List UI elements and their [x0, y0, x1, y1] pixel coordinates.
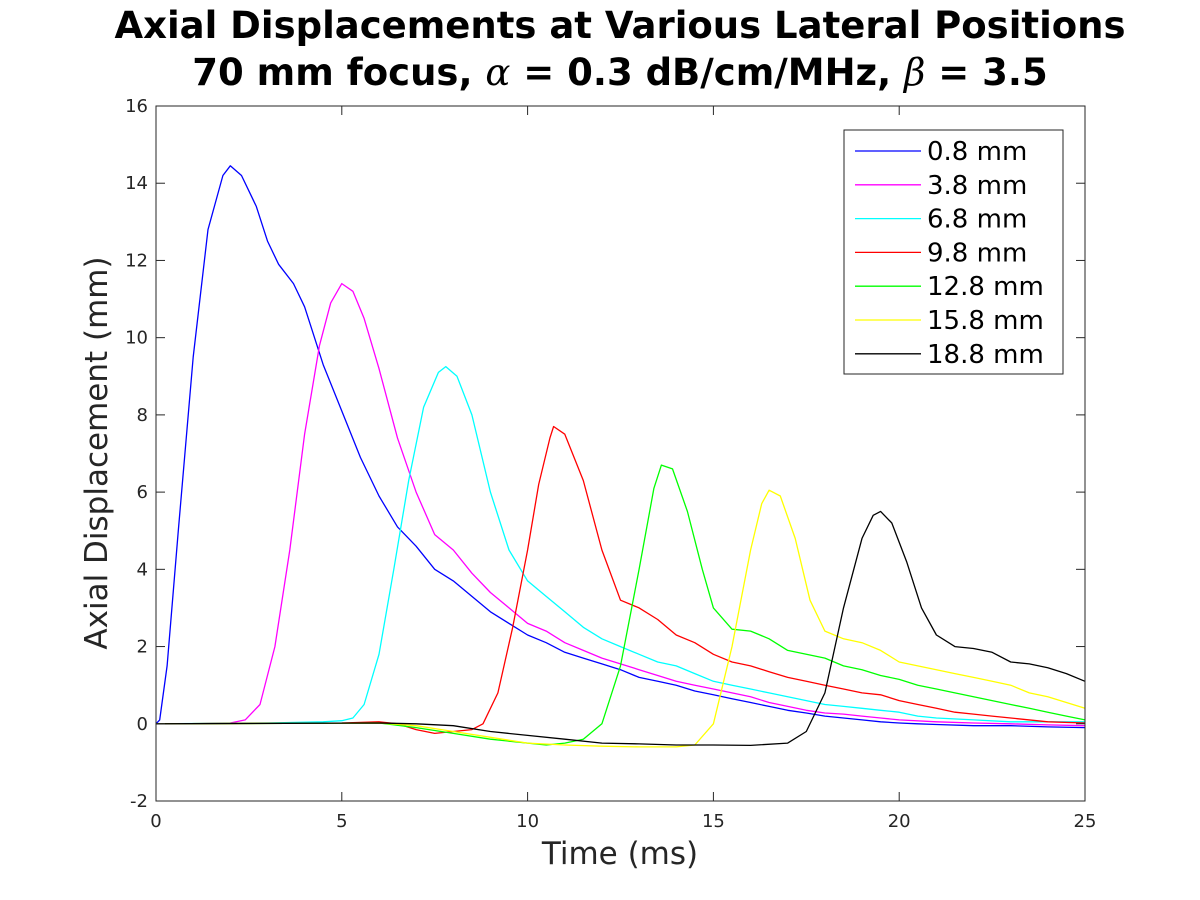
y-tick-label: 6 [137, 482, 148, 503]
subtitle-beta-text: = 3.5 [925, 51, 1047, 94]
y-tick-label: 10 [125, 328, 148, 349]
x-tick-label: 15 [702, 811, 725, 832]
y-axis-label: Axial Displacement (mm) [79, 256, 115, 649]
y-tick-label: 16 [125, 96, 148, 117]
series-line-5 [155, 489, 1086, 748]
subtitle-alpha-text: = 0.3 dB/cm/MHz, [510, 51, 904, 94]
x-tick-label: 20 [888, 811, 911, 832]
y-tick-label: -2 [130, 791, 148, 812]
series-line-1 [156, 282, 1086, 727]
series-line-2 [155, 365, 1085, 725]
x-tick-label: 5 [336, 811, 347, 832]
y-tick-label: 14 [125, 173, 148, 194]
y-tick-label: 12 [125, 250, 148, 271]
y-tick-label: 4 [137, 559, 148, 580]
series-line-6 [155, 510, 1086, 747]
legend-label-5: 15.8 mm [927, 306, 1044, 336]
y-tick-label: 2 [137, 637, 148, 658]
chart-title: Axial Displacements at Various Lateral P… [114, 4, 1125, 47]
legend-label-4: 12.8 mm [927, 272, 1044, 302]
x-axis-label: Time (ms) [541, 836, 698, 872]
x-tick-label: 25 [1074, 811, 1097, 832]
legend-label-0: 0.8 mm [927, 137, 1027, 167]
plot-frame [155, 105, 1086, 802]
alpha-symbol: α [485, 51, 510, 94]
legend-label-2: 6.8 mm [927, 205, 1027, 235]
subtitle-prefix: 70 mm focus, [192, 51, 485, 94]
series-line-0 [155, 165, 1086, 729]
x-tick-label: 0 [150, 811, 161, 832]
legend-label-1: 3.8 mm [927, 171, 1027, 201]
beta-symbol: β [902, 51, 925, 94]
x-tick-label: 10 [516, 811, 539, 832]
y-tick-label: 8 [137, 405, 148, 426]
legend-label-3: 9.8 mm [927, 238, 1027, 268]
y-tick-label: 0 [137, 714, 148, 735]
legend-label-6: 18.8 mm [927, 340, 1044, 370]
series-layer [155, 165, 1086, 748]
legend: 0.8 mm 3.8 mm 6.8 mm9.8 mm 12.8 mm 15.8 mm 18… [843, 129, 1064, 375]
series-line-3 [155, 425, 1086, 735]
chart-subtitle: 70 mm focus, α = 0.3 dB/cm/MHz, β = 3.5 [192, 51, 1047, 94]
